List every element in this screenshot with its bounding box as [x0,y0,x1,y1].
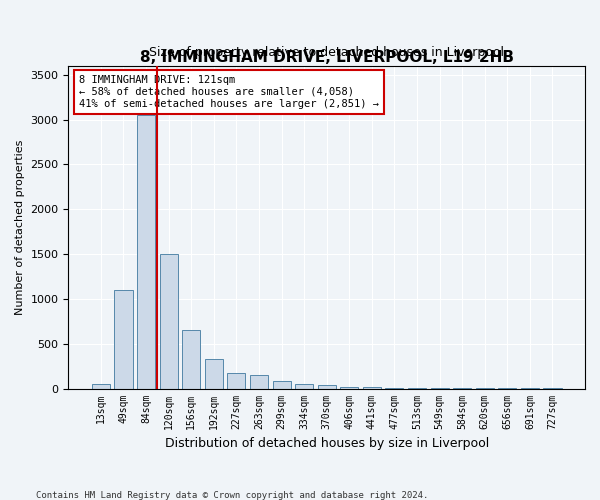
Bar [92,384,110,388]
Bar [182,330,200,388]
Text: 8 IMMINGHAM DRIVE: 121sqm
← 58% of detached houses are smaller (4,058)
41% of se: 8 IMMINGHAM DRIVE: 121sqm ← 58% of detac… [79,76,379,108]
Text: Contains HM Land Registry data © Crown copyright and database right 2024.: Contains HM Land Registry data © Crown c… [36,490,428,500]
Bar [272,382,290,388]
Bar [115,290,133,388]
Bar [250,375,268,388]
X-axis label: Distribution of detached houses by size in Liverpool: Distribution of detached houses by size … [164,437,489,450]
Bar [363,387,381,388]
Bar [137,115,155,388]
Bar [340,387,358,388]
Bar [205,359,223,388]
Text: Size of property relative to detached houses in Liverpool: Size of property relative to detached ho… [149,46,504,59]
Bar [295,384,313,388]
Bar [317,386,336,388]
Title: 8, IMMINGHAM DRIVE, LIVERPOOL, L19 2HB: 8, IMMINGHAM DRIVE, LIVERPOOL, L19 2HB [140,50,514,64]
Bar [227,373,245,388]
Y-axis label: Number of detached properties: Number of detached properties [15,140,25,315]
Bar [160,254,178,388]
